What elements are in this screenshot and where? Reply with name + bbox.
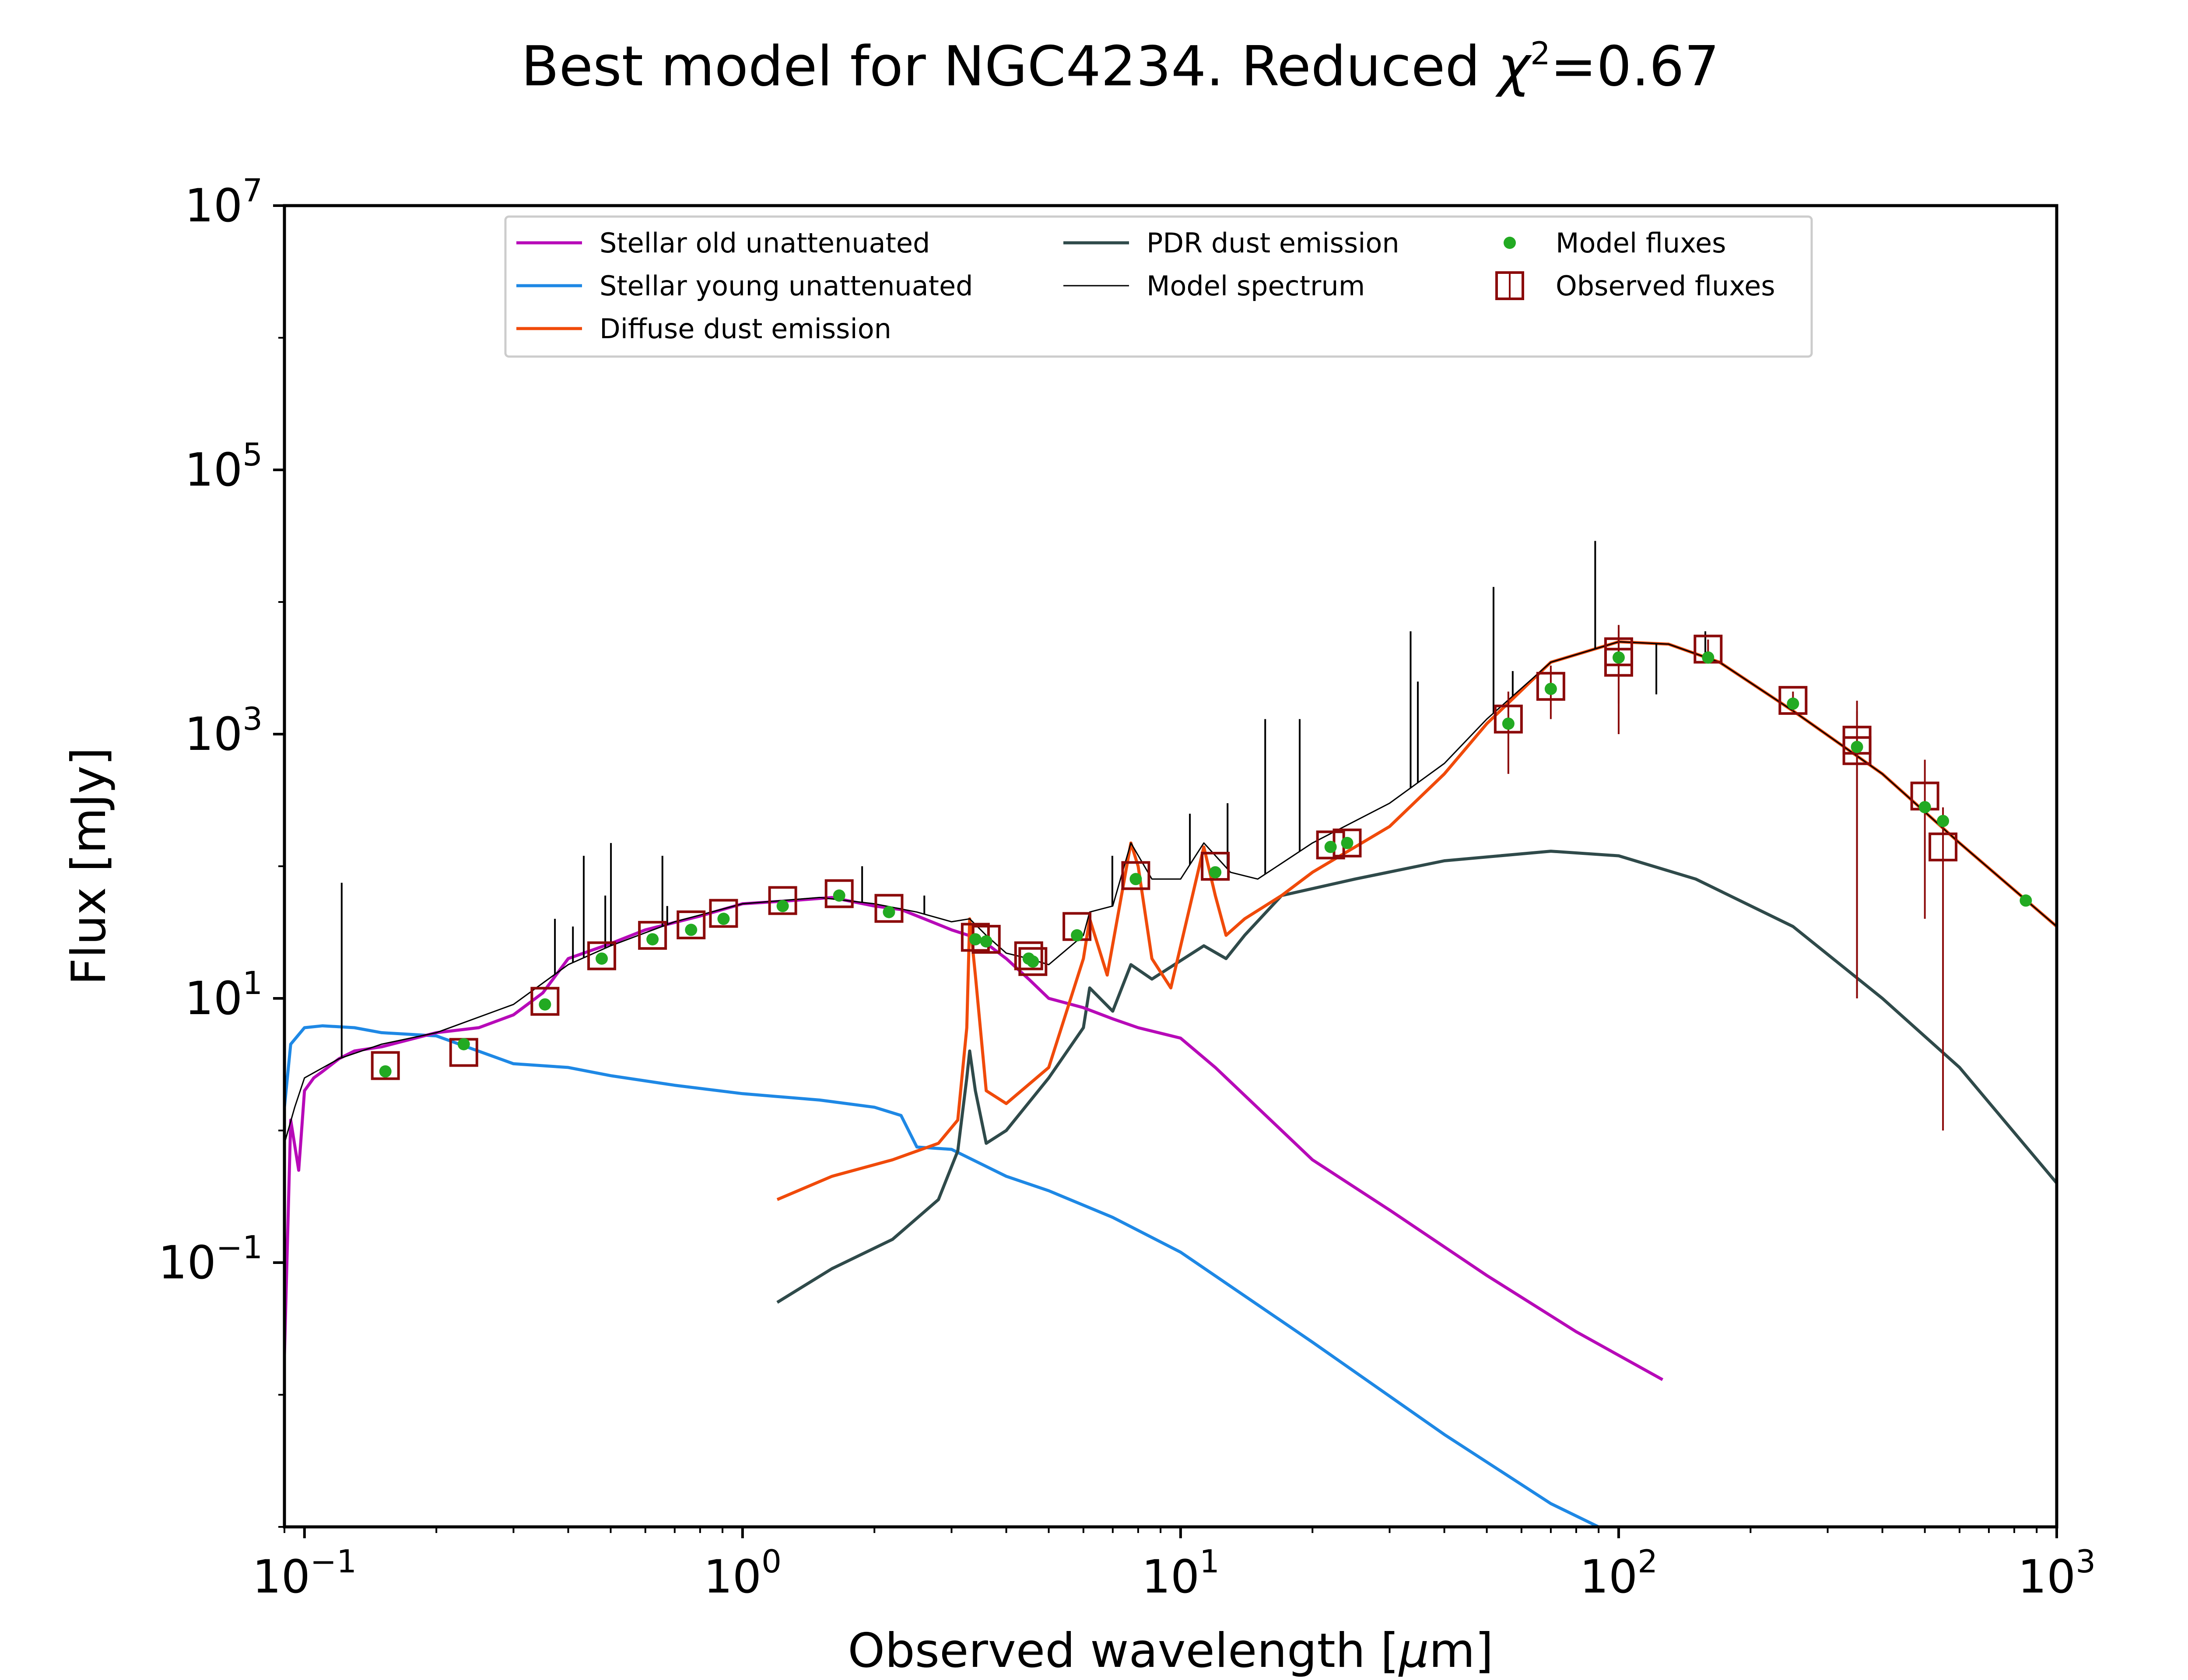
model-flux-point bbox=[1702, 651, 1715, 664]
legend-label-stellar-young-unattenuated: Stellar young unattenuated bbox=[600, 270, 973, 302]
y-axis: 10−1 101 103 105 107 bbox=[158, 172, 284, 1528]
legend-box bbox=[504, 215, 1813, 358]
legend-label-observed-fluxes: Observed fluxes bbox=[1556, 270, 1775, 302]
observed-flux-point bbox=[709, 899, 738, 928]
legend-label-diffuse-dust-emission: Diffuse dust emission bbox=[600, 313, 891, 345]
observed-flux-point bbox=[1201, 852, 1230, 881]
x-tick-label: 103 bbox=[2018, 1543, 2096, 1603]
model-flux-point bbox=[1324, 840, 1337, 853]
model-flux-point bbox=[1071, 929, 1083, 942]
observed-flux-point bbox=[638, 920, 667, 950]
x-tick-label: 101 bbox=[1142, 1543, 1220, 1603]
model-flux-point bbox=[1129, 873, 1142, 886]
series-line-pdr-dust-emission bbox=[776, 850, 2057, 1304]
plot-frame bbox=[283, 204, 2058, 1529]
observed-flux-point bbox=[1778, 686, 1808, 715]
model-flux-point bbox=[1544, 682, 1557, 695]
y-tick-label: 107 bbox=[185, 172, 263, 232]
y-tick-label: 105 bbox=[185, 436, 263, 497]
observed-flux-point bbox=[587, 941, 617, 970]
model-flux-point bbox=[1502, 718, 1515, 730]
legend: Stellar old unattenuated Stellar young un… bbox=[504, 215, 1813, 358]
observed-flux-point bbox=[1121, 861, 1150, 890]
model-flux-point bbox=[1209, 866, 1222, 878]
y-tick-label: 101 bbox=[185, 965, 263, 1025]
model-flux-point bbox=[646, 933, 659, 945]
plot-area bbox=[284, 541, 2057, 1527]
x-tick-label: 100 bbox=[704, 1543, 782, 1603]
series-line-model-spectrum bbox=[284, 641, 2057, 1144]
model-flux-point bbox=[685, 924, 698, 936]
legend-label-model-spectrum: Model spectrum bbox=[1147, 270, 1365, 302]
observed-flux-point bbox=[371, 1051, 400, 1080]
series-line-stellar-young-unattenuated bbox=[284, 1024, 1599, 1527]
chart-title: Best model for NGC4234. Reduced χ2=0.67 bbox=[521, 34, 1719, 98]
x-tick-label: 102 bbox=[1580, 1543, 1658, 1603]
model-flux-point bbox=[457, 1038, 470, 1050]
y-axis-label: Flux [mJy] bbox=[62, 747, 116, 985]
observed-flux-point bbox=[677, 910, 706, 939]
model-flux-point bbox=[596, 952, 608, 965]
model-flux-point bbox=[833, 889, 845, 902]
legend-label-pdr-dust-emission: PDR dust emission bbox=[1147, 227, 1399, 259]
model-flux-point bbox=[980, 935, 992, 948]
model-flux-point bbox=[2020, 894, 2032, 907]
model-flux-point bbox=[539, 998, 551, 1011]
x-axis: 10−1 100 101 102 103 bbox=[252, 1527, 2096, 1603]
model-flux-point bbox=[1787, 697, 1799, 710]
model-flux-point bbox=[1341, 836, 1353, 849]
observed-flux-point bbox=[1929, 832, 1958, 861]
observed-flux-point bbox=[874, 894, 904, 923]
observed-flux-point bbox=[1014, 941, 1043, 970]
observed-flux-point bbox=[824, 879, 854, 908]
legend-label-model-fluxes: Model fluxes bbox=[1556, 227, 1726, 259]
x-axis-label: Observed wavelength [μm] bbox=[848, 1624, 1494, 1678]
series-group bbox=[284, 541, 2057, 1527]
observed-flux-point bbox=[1604, 648, 1633, 677]
legend-swatch-model-fluxes bbox=[1504, 237, 1516, 249]
observed-flux-point bbox=[1842, 736, 1872, 765]
observed-flux-point bbox=[1536, 672, 1565, 701]
model-flux-point bbox=[883, 906, 895, 918]
model-flux-point bbox=[379, 1065, 392, 1078]
model-flux-point bbox=[1851, 741, 1863, 753]
y-tick-label: 103 bbox=[185, 700, 263, 761]
observed-flux-point bbox=[1018, 947, 1048, 976]
model-flux-point bbox=[1612, 651, 1625, 664]
observed-flux-point bbox=[530, 987, 560, 1016]
legend-label-stellar-old-unattenuated: Stellar old unattenuated bbox=[600, 227, 930, 259]
y-tick-label: 10−1 bbox=[158, 1229, 263, 1289]
observed-flux-point bbox=[768, 886, 797, 915]
model-flux-point bbox=[1027, 955, 1039, 968]
model-flux-point bbox=[969, 933, 982, 945]
model-flux-point bbox=[717, 913, 730, 925]
model-flux-point bbox=[1937, 815, 1950, 827]
model-flux-point bbox=[776, 900, 789, 912]
observed-flux-point bbox=[1494, 704, 1523, 734]
x-tick-label: 10−1 bbox=[252, 1543, 357, 1603]
model-flux-point bbox=[1918, 801, 1931, 813]
